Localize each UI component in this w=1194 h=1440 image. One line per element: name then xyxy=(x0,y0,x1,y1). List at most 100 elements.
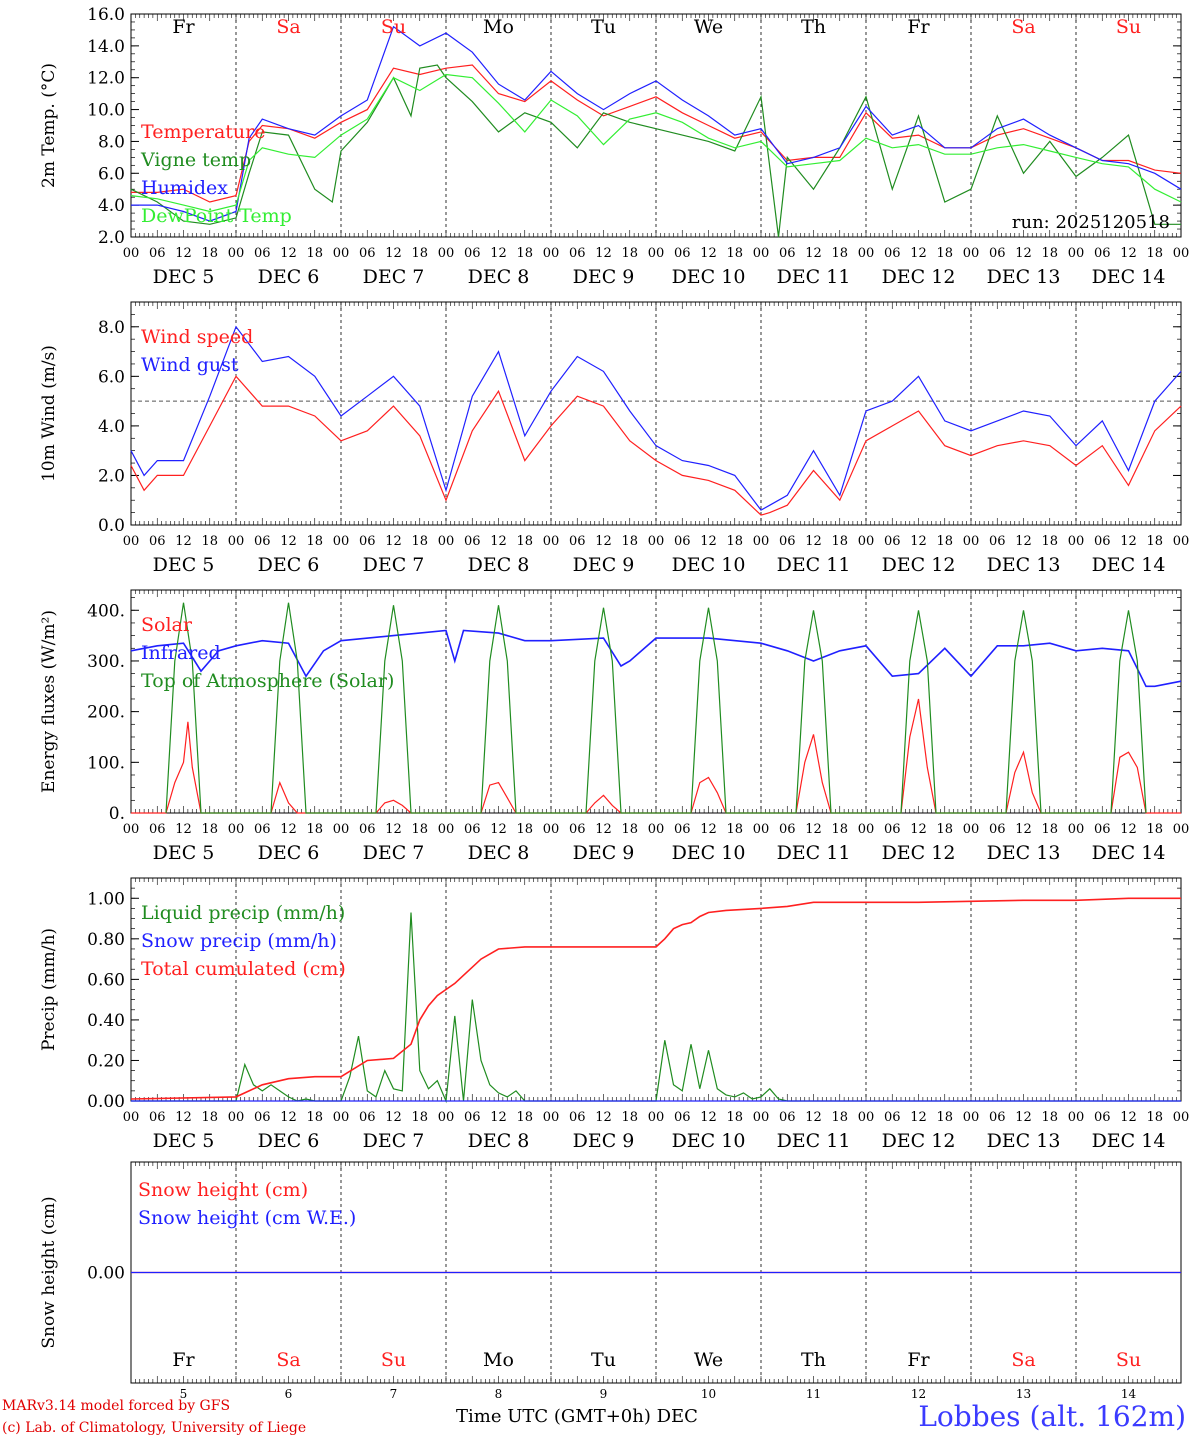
hour-tick-label: 18 xyxy=(1146,246,1163,261)
legend-entry: Liquid precip (mm/h) xyxy=(141,902,345,924)
hour-tick-label: 18 xyxy=(726,246,743,261)
day-name: Sa xyxy=(276,16,300,38)
date-label: DEC 5 xyxy=(153,1130,215,1152)
y-axis-label: 2m Temp. (°C) xyxy=(39,63,59,188)
panel-1: 2.0 4.0 6.0 8.0 10.0 12.0 14.0 16.0 2m Temp. (°C… xyxy=(39,5,1189,288)
legend-entry: Snow precip (mm/h) xyxy=(141,930,337,952)
date-label: DEC 7 xyxy=(363,554,425,576)
y-tick-label: 400. xyxy=(87,601,125,621)
y-tick-label: 8.0 xyxy=(98,132,125,152)
day-name: Sa xyxy=(1011,16,1035,38)
hour-tick-label: 06 xyxy=(254,1110,271,1125)
x-axis-title: Time UTC (GMT+0h) DEC xyxy=(456,1406,698,1427)
y-axis-label: Snow height (cm) xyxy=(39,1196,59,1348)
series-humidex xyxy=(131,25,1182,222)
day-name: We xyxy=(694,16,723,38)
hour-tick-label: 12 xyxy=(385,822,402,837)
y-tick-label: 4.0 xyxy=(98,196,125,216)
hour-tick-label: 18 xyxy=(306,246,323,261)
date-label: DEC 9 xyxy=(573,266,635,288)
hour-tick-label: 12 xyxy=(490,1110,507,1125)
hour-tick-label: 06 xyxy=(884,246,901,261)
hour-tick-label: 00 xyxy=(228,534,245,549)
hour-tick-label: 12 xyxy=(1015,534,1032,549)
y-tick-label: 8.0 xyxy=(98,318,125,338)
hour-tick-label: 00 xyxy=(648,534,665,549)
date-label: DEC 11 xyxy=(777,842,851,864)
hour-tick-label: 18 xyxy=(621,1110,638,1125)
hour-tick-label: 00 xyxy=(858,246,875,261)
hour-tick-label: 06 xyxy=(569,534,586,549)
hour-tick-label: 12 xyxy=(175,822,192,837)
date-label: DEC 6 xyxy=(258,266,320,288)
legend-entry: Top of Atmosphere (Solar) xyxy=(141,670,394,692)
hour-tick-label: 06 xyxy=(884,1110,901,1125)
y-tick-label: 2.0 xyxy=(98,228,125,248)
date-label: DEC 7 xyxy=(363,1130,425,1152)
hour-tick-label: 18 xyxy=(306,534,323,549)
hour-tick-label: 06 xyxy=(359,246,376,261)
day-number-label: 6 xyxy=(285,1387,293,1401)
day-name: Th xyxy=(801,16,826,38)
day-name: Sa xyxy=(1011,1349,1035,1371)
hour-tick-label: 18 xyxy=(1041,1110,1058,1125)
hour-tick-label: 00 xyxy=(123,822,140,837)
date-label: DEC 13 xyxy=(987,266,1061,288)
day-name: Tu xyxy=(591,16,616,38)
day-number-label: 12 xyxy=(911,1387,926,1401)
day-number-label: 9 xyxy=(600,1387,608,1401)
date-label: DEC 12 xyxy=(882,266,956,288)
hour-tick-label: 00 xyxy=(858,534,875,549)
hour-tick-label: 00 xyxy=(1173,1110,1190,1125)
hour-tick-label: 18 xyxy=(201,822,218,837)
hour-tick-label: 00 xyxy=(1173,534,1190,549)
hour-tick-label: 18 xyxy=(936,822,953,837)
hour-tick-label: 06 xyxy=(674,1110,691,1125)
day-name: Fr xyxy=(172,1349,195,1371)
date-label: DEC 8 xyxy=(468,266,530,288)
hour-tick-label: 00 xyxy=(438,1110,455,1125)
hour-tick-label: 18 xyxy=(726,534,743,549)
hour-tick-label: 18 xyxy=(306,822,323,837)
hour-tick-label: 00 xyxy=(1068,1110,1085,1125)
hour-tick-label: 06 xyxy=(1094,534,1111,549)
hour-tick-label: 00 xyxy=(333,246,350,261)
hour-tick-label: 12 xyxy=(1120,1110,1137,1125)
legend-entry: Infrared xyxy=(141,642,221,664)
y-tick-label: 200. xyxy=(87,703,125,723)
hour-tick-label: 18 xyxy=(201,1110,218,1125)
day-name: We xyxy=(694,1349,723,1371)
hour-tick-label: 00 xyxy=(123,1110,140,1125)
hour-tick-label: 06 xyxy=(989,1110,1006,1125)
hour-tick-label: 12 xyxy=(595,246,612,261)
hour-tick-label: 12 xyxy=(280,1110,297,1125)
date-label: DEC 12 xyxy=(882,1130,956,1152)
series-wind-gust xyxy=(130,325,1182,511)
hour-tick-label: 06 xyxy=(674,534,691,549)
hour-tick-label: 12 xyxy=(385,534,402,549)
hour-tick-label: 06 xyxy=(464,1110,481,1125)
hour-tick-label: 12 xyxy=(805,1110,822,1125)
legend-entry: DewPoint Temp xyxy=(141,205,292,227)
hour-tick-label: 06 xyxy=(254,822,271,837)
hour-tick-label: 18 xyxy=(1146,822,1163,837)
date-label: DEC 6 xyxy=(258,842,320,864)
hour-tick-label: 18 xyxy=(411,822,428,837)
hour-tick-label: 18 xyxy=(936,534,953,549)
hour-tick-label: 06 xyxy=(1094,822,1111,837)
hour-tick-label: 00 xyxy=(543,1110,560,1125)
day-name: Sa xyxy=(276,1349,300,1371)
hour-tick-label: 06 xyxy=(779,1110,796,1125)
hour-tick-label: 00 xyxy=(333,534,350,549)
day-name: Mo xyxy=(483,16,514,38)
lab-credit: (c) Lab. of Climatology, University of L… xyxy=(2,1420,307,1436)
date-label: DEC 10 xyxy=(672,842,746,864)
x-axis-label: Time UTC (GMT+0h) xyxy=(456,1406,651,1427)
hour-tick-label: 12 xyxy=(490,246,507,261)
y-tick-label: 0.00 xyxy=(87,1092,125,1112)
hour-tick-label: 12 xyxy=(385,246,402,261)
hour-tick-label: 18 xyxy=(831,534,848,549)
date-label: DEC 14 xyxy=(1092,266,1166,288)
hour-tick-label: 00 xyxy=(543,534,560,549)
